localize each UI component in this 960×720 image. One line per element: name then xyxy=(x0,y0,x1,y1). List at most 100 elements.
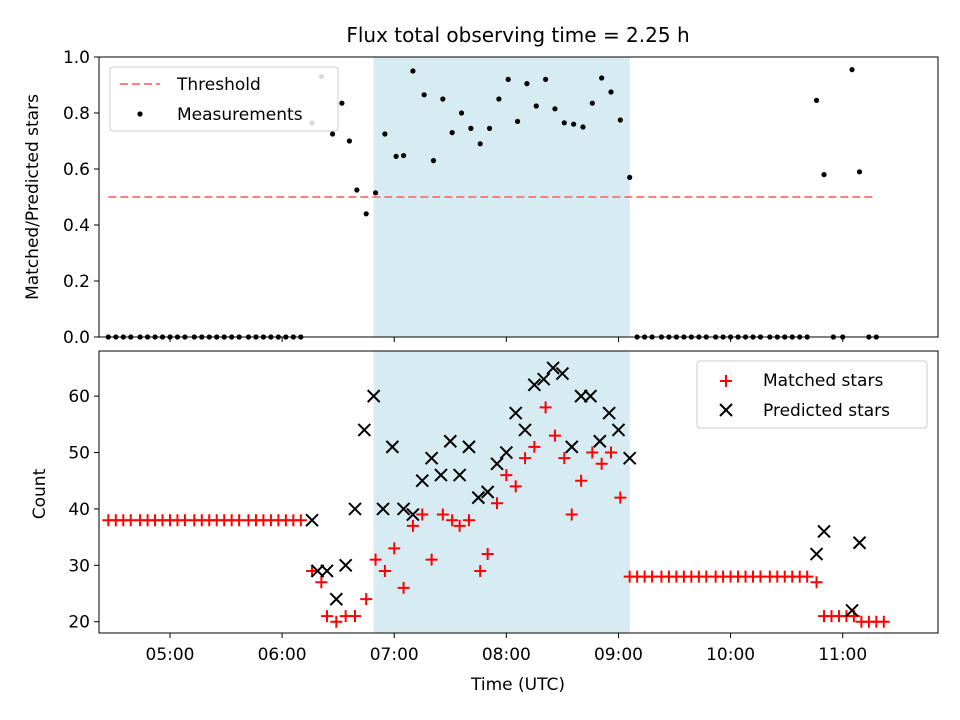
top-y-tick-label: 0.8 xyxy=(63,104,90,124)
matched-star-point xyxy=(436,508,449,521)
matched-star-point xyxy=(595,457,608,470)
predicted-star-point xyxy=(406,507,420,522)
matched-star-point xyxy=(360,593,373,606)
bottom-legend: Matched stars Predicted stars xyxy=(696,360,928,429)
measurement-point xyxy=(339,100,345,106)
predicted-star-point xyxy=(565,440,579,454)
x-axis-label: Time (UTC) xyxy=(470,675,565,695)
predicted-star-point xyxy=(817,524,831,539)
top-y-tick-label: 1.0 xyxy=(63,48,90,68)
matched-star-point xyxy=(446,514,459,527)
matched-star-point xyxy=(481,548,494,561)
measurement-point xyxy=(813,97,820,103)
measurement-point xyxy=(524,81,530,87)
measurement-point xyxy=(354,187,360,193)
top-y-tick-label: 0.2 xyxy=(63,272,90,292)
top-y-tick-label: 0.6 xyxy=(63,160,90,180)
matched-star-point xyxy=(877,615,890,628)
matched-star-point xyxy=(388,542,401,555)
bottom-y-tick-label: 50 xyxy=(68,444,90,464)
measurement-point xyxy=(627,174,633,180)
matched-star-point xyxy=(330,615,343,628)
measurement-point xyxy=(468,125,474,131)
predicted-star-point xyxy=(555,366,570,381)
bottom-x-tick-label: 06:00 xyxy=(258,645,307,665)
predicted-star-point xyxy=(452,468,467,482)
predicted-star-point xyxy=(537,372,551,386)
matched-star-point xyxy=(528,440,541,453)
measurement-point xyxy=(849,67,855,73)
measurement-point xyxy=(514,118,521,124)
bottom-x-ticks: 05:00 06:00 07:00 08:00 09:00 10:00 11:00 xyxy=(146,633,867,665)
matched-star-point xyxy=(614,491,627,504)
matched-star-point xyxy=(548,429,561,442)
measurement-point xyxy=(458,110,465,116)
top-y-ticks: 0.0 0.2 0.4 0.6 0.8 1.0 xyxy=(63,48,99,348)
predicted-star-point xyxy=(396,502,411,516)
predicted-star-point xyxy=(424,451,439,465)
bottom-y-tick-label: 20 xyxy=(68,613,90,633)
predicted-star-point xyxy=(357,423,372,437)
bottom-x-tick-label: 11:00 xyxy=(818,645,867,665)
bottom-axes-frame xyxy=(98,350,939,634)
bottom-x-tick-label: 09:00 xyxy=(594,645,643,665)
matched-star-point xyxy=(315,576,328,589)
bottom-y-tick-label: 60 xyxy=(68,387,90,407)
predicted-star-point xyxy=(527,378,542,392)
measurement-point xyxy=(393,153,399,159)
measurement-point xyxy=(580,124,586,130)
top-y-tick-label: 0.4 xyxy=(63,216,90,236)
measurement-point xyxy=(496,96,502,102)
bottom-x-tick-label: 07:00 xyxy=(370,645,419,665)
matched-star-point xyxy=(491,497,504,510)
measurement-point xyxy=(421,92,427,98)
matched-star-point xyxy=(369,553,382,566)
bottom-panel: 20 30 40 50 60 05:00 06:00 07:00 08:00 09:00 10:0… xyxy=(30,350,939,695)
top-shaded-region xyxy=(373,57,630,337)
matched-star-point xyxy=(425,553,438,566)
predicted-star-point xyxy=(490,457,504,471)
measurement-point xyxy=(608,89,614,95)
predicted-star-point xyxy=(809,547,824,561)
predicted-star-point xyxy=(480,485,495,499)
predicted-star-point xyxy=(320,564,334,578)
bottom-legend-box xyxy=(696,360,928,429)
matched-star-point xyxy=(397,581,410,594)
matched-star-point xyxy=(416,508,429,521)
matched-star-point xyxy=(519,452,532,465)
predicted-star-point xyxy=(462,440,476,454)
measurement-point xyxy=(363,211,369,217)
predicted-star-point xyxy=(852,536,867,550)
legend-measurements-swatch xyxy=(137,111,143,117)
measurement-point xyxy=(329,131,336,137)
predicted-star-point xyxy=(593,434,607,448)
measurement-point xyxy=(561,120,567,126)
bottom-y-tick-label: 40 xyxy=(68,500,90,520)
measurement-point xyxy=(552,106,558,112)
measurement-point xyxy=(617,117,623,123)
predicted-star-point xyxy=(338,558,353,573)
predicted-star-point xyxy=(385,440,400,454)
matched-star-point xyxy=(586,446,599,459)
top-axes-frame xyxy=(98,56,939,338)
predicted-star-point xyxy=(434,468,448,482)
measurement-point xyxy=(477,141,483,147)
matched-star-point xyxy=(558,452,571,465)
legend-predicted-label: Predicted stars xyxy=(763,401,890,421)
predicted-star-point xyxy=(305,513,319,527)
top-legend: Threshold Measurements xyxy=(109,66,339,132)
matched-star-point xyxy=(801,570,814,583)
matched-points xyxy=(102,401,890,628)
matched-star-point xyxy=(406,519,419,532)
predicted-star-point xyxy=(602,406,616,420)
matched-star-point xyxy=(509,480,522,493)
matched-star-point xyxy=(378,564,391,577)
predicted-star-point xyxy=(508,406,523,420)
predicted-star-point xyxy=(329,592,344,606)
matched-star-point xyxy=(500,469,513,482)
measurement-point xyxy=(856,169,863,175)
predicted-star-point xyxy=(366,389,381,403)
bottom-x-tick-label: 05:00 xyxy=(146,645,195,665)
measurement-point xyxy=(430,158,437,164)
predicted-star-point xyxy=(348,502,362,516)
